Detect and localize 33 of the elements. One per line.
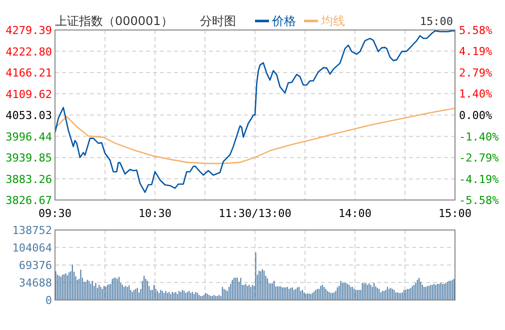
y-tick-label: 4279.39 <box>6 24 52 37</box>
y-tick-label: 138752 <box>12 224 52 237</box>
y2-tick-label: -1.40% <box>459 130 500 144</box>
y-tick-label: 104064 <box>12 242 52 254</box>
y-tick-label: 3826.67 <box>6 194 52 207</box>
x-tick-label: 14:00 <box>338 207 372 220</box>
y2-tick-label: -5.58% <box>459 194 500 207</box>
y-tick-label: 4053.03 <box>6 109 52 122</box>
y2-tick-label: 4.19% <box>459 45 492 58</box>
y-tick-label: 34688 <box>18 276 52 290</box>
chart-subtitle: 分时图 <box>200 14 236 28</box>
y2-tick-label: 2.79% <box>459 66 492 80</box>
y2-tick-label: 0.00% <box>459 109 492 122</box>
chart-title: 上证指数（000001） <box>55 14 173 28</box>
y2-tick-label: -2.79% <box>459 152 500 164</box>
y-tick-label: 4109.62 <box>6 88 52 101</box>
x-tick-label: 10:30 <box>138 207 172 220</box>
y-tick-label: 3996.44 <box>6 130 52 144</box>
y2-tick-label: 5.58% <box>459 24 492 37</box>
y-tick-label: 4222.80 <box>6 45 52 58</box>
legend-label: 均线 <box>320 14 345 28</box>
y2-tick-label: 1.40% <box>459 88 492 101</box>
x-tick-label: 11:30/13:00 <box>218 207 292 220</box>
y2-tick-label: -4.19% <box>459 172 500 186</box>
y-tick-label: 69376 <box>18 259 52 272</box>
x-tick-label: 09:30 <box>38 207 72 220</box>
y-tick-label: 4166.21 <box>6 66 52 80</box>
legend-label: 价格 <box>271 14 296 28</box>
text: 15:00 <box>420 15 453 28</box>
y-tick-label: 0 <box>45 294 52 307</box>
y-tick-label: 3939.85 <box>6 152 52 164</box>
y-tick-label: 3883.26 <box>6 172 52 186</box>
x-tick-label: 15:00 <box>438 207 472 220</box>
